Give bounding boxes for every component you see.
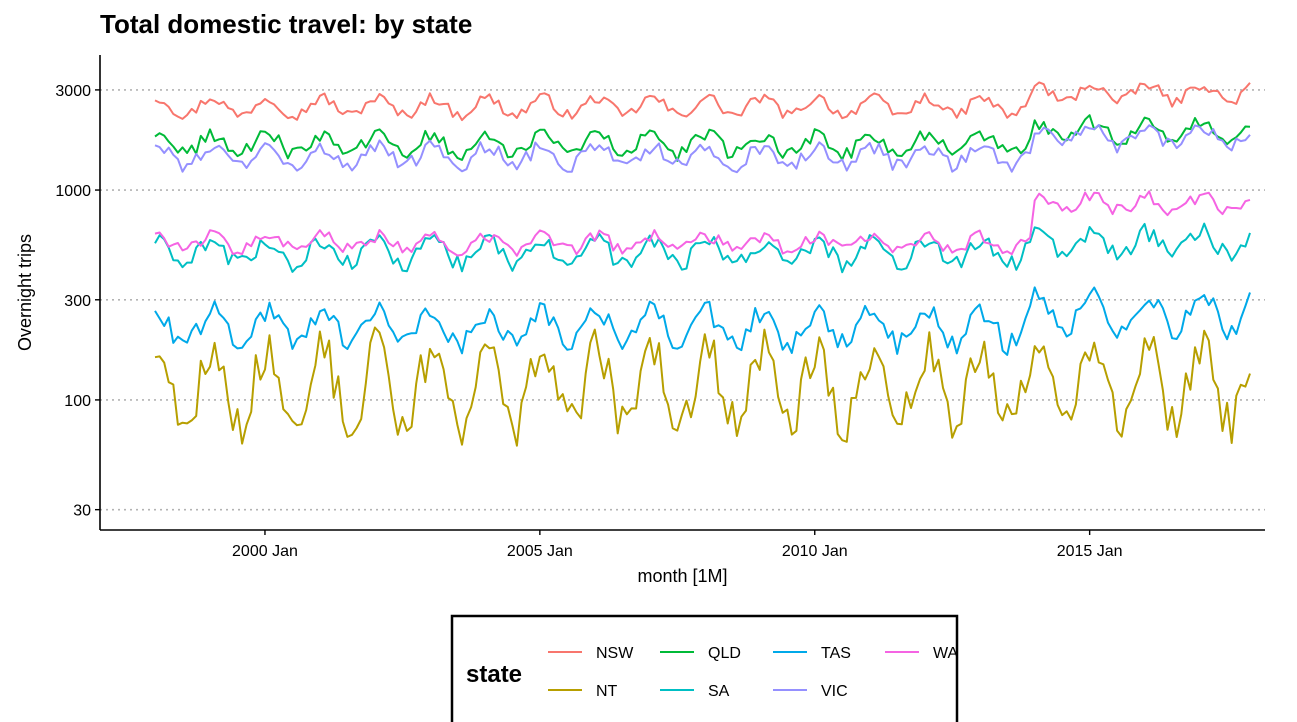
y-tick-label: 100 [64, 393, 91, 410]
legend-label-sa: SA [708, 683, 730, 700]
series-line-wa [154, 190, 1251, 257]
y-tick-label: 1000 [55, 183, 91, 200]
gridlines [100, 89, 1265, 511]
x-axis-label: month [1M] [637, 566, 727, 586]
legend-items: NSW QLD TAS WA NT SA VIC [548, 645, 959, 700]
series-line-nsw [154, 81, 1251, 122]
x-tick-label: 2015 Jan [1057, 543, 1123, 560]
series-line-tas [154, 286, 1251, 356]
series-line-vic [154, 124, 1251, 174]
series-line-nt [154, 326, 1251, 447]
legend: state NSW QLD TAS WA NT SA VIC [450, 614, 959, 722]
legend-box [450, 614, 959, 722]
y-tick-label: 30 [73, 503, 91, 520]
x-tick-label: 2005 Jan [507, 543, 573, 560]
y-axis-label: Overnight trips [15, 234, 35, 351]
x-axis-ticks: 2000 Jan 2005 Jan 2010 Jan 2015 Jan [232, 530, 1123, 560]
x-tick-label: 2010 Jan [782, 543, 848, 560]
chart-title: Total domestic travel: by state [100, 9, 472, 39]
y-tick-label: 300 [64, 293, 91, 310]
legend-label-nt: NT [596, 683, 618, 700]
legend-label-qld: QLD [708, 645, 741, 662]
series-line-qld [154, 114, 1251, 162]
y-tick-label: 3000 [55, 83, 91, 100]
series-line-sa [154, 222, 1251, 274]
legend-label-wa: WA [933, 645, 959, 662]
legend-title: state [466, 661, 522, 688]
y-axis-ticks: 30 100 300 1000 3000 [55, 83, 100, 520]
legend-label-vic: VIC [821, 683, 848, 700]
legend-label-tas: TAS [821, 645, 851, 662]
legend-label-nsw: NSW [596, 645, 634, 662]
x-tick-label: 2000 Jan [232, 543, 298, 560]
series-lines [154, 81, 1251, 447]
